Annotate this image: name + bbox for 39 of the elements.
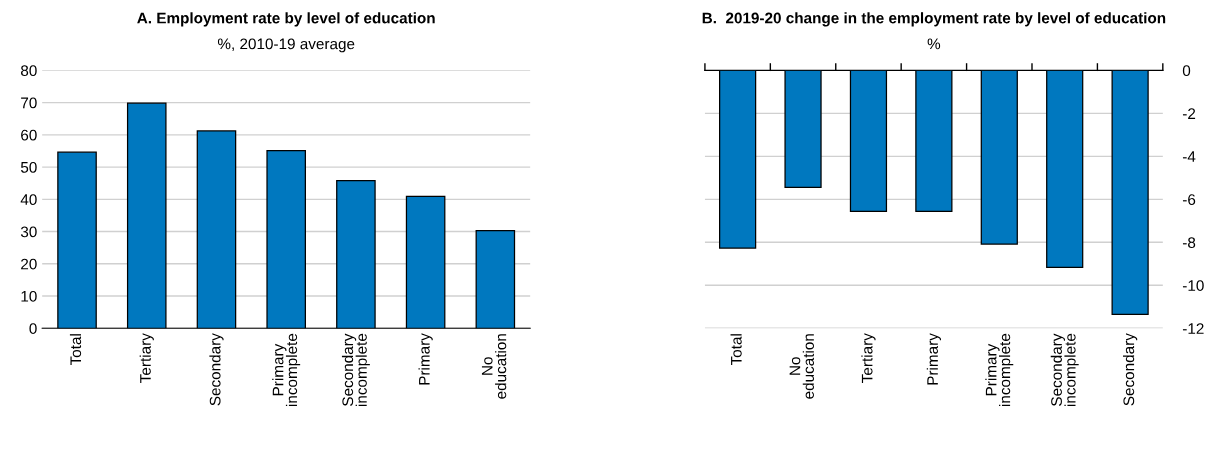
x-tick-label: No education bbox=[789, 334, 814, 399]
chart-title: A. Employment rate by level of education bbox=[137, 12, 435, 27]
y-tick-label: 0 bbox=[1182, 65, 1191, 77]
y-tick-label: 80 bbox=[20, 65, 37, 77]
x-tick-label: Primary incomplete bbox=[272, 333, 301, 407]
y-tick-label: 20 bbox=[21, 258, 37, 270]
y-tick-label: -4 bbox=[1182, 151, 1196, 162]
x-tick-label: Primary bbox=[926, 333, 941, 385]
bar bbox=[126, 102, 167, 329]
chart-title: B. 2019-20 change in the employment rate by level of education bbox=[702, 12, 1166, 27]
bar bbox=[336, 179, 376, 329]
y-tick-label: -2 bbox=[1182, 108, 1196, 119]
bar bbox=[266, 150, 306, 329]
bar bbox=[405, 195, 446, 329]
bar bbox=[475, 229, 516, 329]
y-tick-label: 10 bbox=[21, 290, 37, 302]
y-tick-label: 40 bbox=[20, 194, 37, 206]
bar bbox=[196, 130, 237, 329]
x-tick-label: Total bbox=[730, 334, 742, 366]
x-tick-label: Primary bbox=[418, 333, 433, 385]
chart-subtitle: % bbox=[927, 38, 941, 50]
y-tick-label: -6 bbox=[1182, 194, 1196, 206]
x-tick-label: No education bbox=[481, 334, 507, 399]
y-tick-label: 0 bbox=[29, 323, 37, 334]
y-tick-label: 50 bbox=[20, 161, 37, 173]
x-tick-label: Secondary bbox=[209, 333, 224, 406]
y-tick-label: -8 bbox=[1182, 237, 1196, 248]
x-tick-label: Tertiary bbox=[139, 333, 154, 383]
x-tick-label: Total bbox=[69, 334, 82, 366]
y-tick-label: -10 bbox=[1182, 280, 1204, 291]
y-tick-label: -12 bbox=[1182, 323, 1204, 334]
y-tick-label: 70 bbox=[21, 97, 37, 109]
x-tick-label: Secondary bbox=[1123, 333, 1138, 406]
bar bbox=[57, 151, 97, 329]
y-tick-label: 60 bbox=[21, 129, 37, 141]
chart-subtitle: %, 2010-19 average bbox=[217, 38, 355, 53]
x-tick-label: Primary incomplete bbox=[985, 333, 1014, 407]
y-tick-label: 30 bbox=[20, 226, 37, 238]
x-tick-label: Tertiary bbox=[861, 333, 876, 383]
